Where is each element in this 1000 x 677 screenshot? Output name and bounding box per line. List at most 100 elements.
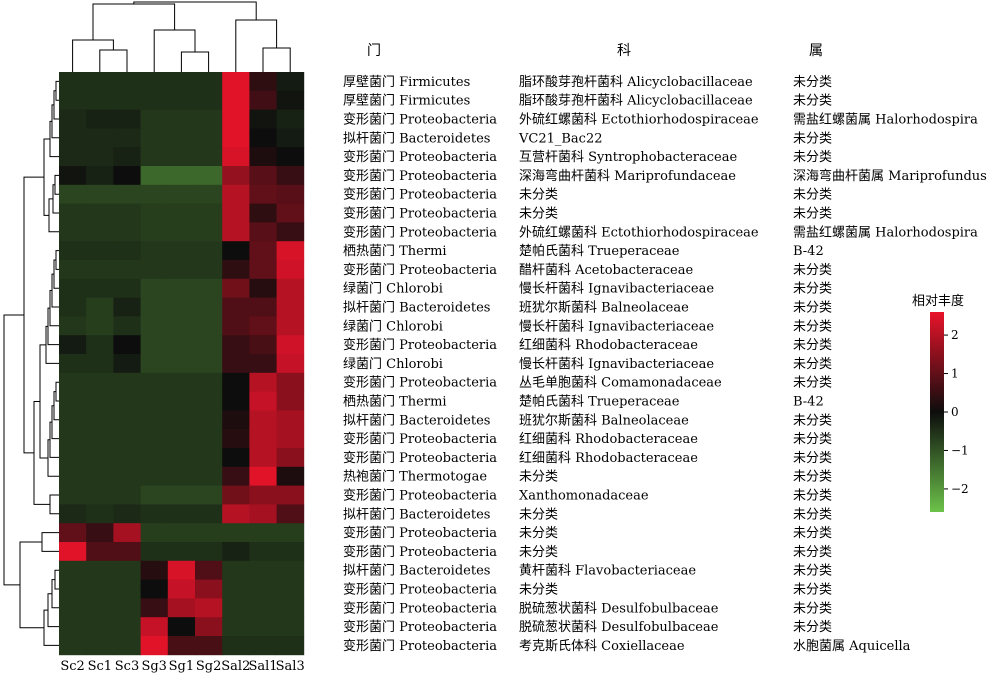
heatmap-cell	[222, 278, 250, 298]
heatmap-cell	[86, 335, 114, 355]
heatmap-cell	[249, 109, 277, 129]
heatmap-cell	[167, 560, 196, 580]
row-label-phylum: 栖热菌门 Thermi	[343, 395, 447, 410]
heatmap-cell	[222, 372, 250, 392]
legend-title: 相对丰度	[912, 293, 964, 309]
row-label-family: 互营杆菌科 Syntrophobacteraceae	[519, 150, 738, 165]
heatmap-cell	[86, 466, 114, 486]
heatmap-cell	[113, 504, 141, 524]
heatmap-cell	[59, 542, 87, 562]
heatmap-cell	[249, 90, 277, 110]
row-label-family: 班犹尔斯菌科 Balneolaceae	[519, 301, 689, 316]
dendrogram-branch	[49, 421, 59, 458]
heatmap-cell	[113, 166, 141, 186]
heatmap-cell	[86, 278, 114, 298]
row-label-family: 未分类	[519, 507, 558, 522]
row-label-family: 黄杆菌科 Flavobacteriaceae	[519, 564, 696, 579]
row-label-genus: 未分类	[793, 545, 832, 560]
heatmap-cell	[195, 354, 223, 374]
heatmap-cell	[86, 560, 114, 580]
row-label-phylum: 变形菌门 Proteobacteria	[343, 488, 497, 504]
column-label: Sc1	[88, 659, 112, 674]
row-label-phylum: 变形菌门 Proteobacteria	[343, 582, 497, 598]
heatmap-cell	[167, 466, 196, 486]
heatmap-cell	[222, 335, 250, 355]
heatmap-cell	[276, 90, 305, 110]
heatmap-cell	[249, 448, 277, 468]
heatmap-cell	[113, 598, 141, 618]
heatmap-cell	[276, 560, 305, 580]
heatmap-cell	[86, 542, 114, 562]
column-label: Sc2	[60, 659, 84, 674]
heatmap-cell	[86, 523, 114, 543]
heatmap-cells	[59, 72, 305, 656]
dendrogram-branch	[72, 39, 114, 72]
row-label-genus: B-42	[793, 395, 824, 410]
heatmap-cell	[249, 128, 277, 148]
dendrogram-branch	[51, 273, 59, 308]
dendrogram-branch	[3, 314, 24, 586]
row-label-phylum: 变形菌门 Proteobacteria	[343, 337, 497, 353]
column-label: Sg2	[196, 659, 222, 674]
heatmap-cell	[59, 72, 87, 92]
heatmap-cell	[276, 504, 305, 524]
heatmap-cell	[222, 166, 250, 186]
heatmap-cell	[276, 391, 305, 411]
heatmap-cell	[249, 203, 277, 223]
row-label-phylum: 厚壁菌门 Firmicutes	[343, 94, 470, 109]
heatmap-cell	[195, 598, 223, 618]
heatmap-cell	[276, 278, 305, 298]
heatmap-cell	[276, 542, 305, 562]
heatmap-cell	[113, 372, 141, 392]
heatmap-cell	[222, 316, 250, 336]
row-label-genus: 未分类	[793, 413, 832, 428]
dendrogram-branch	[133, 1, 257, 20]
heatmap-cell	[222, 542, 250, 562]
heatmap-cell	[59, 241, 87, 261]
heatmap-cell	[140, 90, 169, 110]
heatmap-cell	[276, 410, 305, 430]
row-label-genus: 未分类	[793, 526, 832, 541]
row-labels: 厚壁菌门 Firmicutes 脂环酸芽孢杆菌科 Alicyclobacillac…	[343, 75, 987, 654]
heatmap-cell	[59, 372, 87, 392]
heatmap-cell	[59, 504, 87, 524]
heatmap-cell	[249, 485, 277, 505]
heatmap-cell	[59, 184, 87, 204]
heatmap-cell	[167, 448, 196, 468]
heatmap-cell	[113, 128, 141, 148]
heatmap-cell	[167, 579, 196, 599]
row-label-genus: 未分类	[793, 601, 832, 616]
heatmap-cell	[59, 335, 87, 355]
heatmap-cell	[86, 504, 114, 524]
heatmap-cell	[167, 222, 196, 242]
heatmap-cell	[195, 466, 223, 486]
row-label-phylum: 变形菌门 Proteobacteria	[343, 262, 497, 278]
heatmap-cell	[249, 184, 277, 204]
heatmap-cell	[276, 636, 305, 656]
row-label-family: 楚帕氏菌科 Trueperaceae	[519, 395, 680, 410]
heatmap-cell	[195, 372, 223, 392]
heatmap-cell	[140, 354, 169, 374]
dendrogram-branch	[49, 494, 59, 515]
heatmap-cell	[113, 241, 141, 261]
dendrogram-branch	[235, 19, 278, 72]
row-label-genus: 未分类	[793, 282, 832, 297]
heatmap-cell	[113, 90, 141, 110]
heatmap-cell	[140, 72, 169, 92]
row-label-family: 脂环酸芽孢杆菌科 Alicyclobacillaceae	[519, 75, 753, 90]
heatmap-cell	[140, 485, 169, 505]
heatmap-cell	[249, 335, 277, 355]
heatmap-cell	[167, 260, 196, 280]
column-label: Sal3	[276, 659, 305, 674]
row-label-phylum: 厚壁菌门 Firmicutes	[343, 75, 470, 90]
row-label-phylum: 变形菌门 Proteobacteria	[343, 187, 497, 203]
dendrogram-branch	[262, 47, 291, 72]
heatmap-cell	[276, 241, 305, 261]
heatmap-cell	[195, 579, 223, 599]
heatmap-cell	[140, 335, 169, 355]
row-label-genus: 未分类	[793, 94, 832, 109]
heatmap-cell	[140, 429, 169, 449]
color-legend: 相对丰度 2 1 0 −1 −2	[912, 293, 969, 512]
legend-tick-label: 0	[951, 405, 959, 419]
